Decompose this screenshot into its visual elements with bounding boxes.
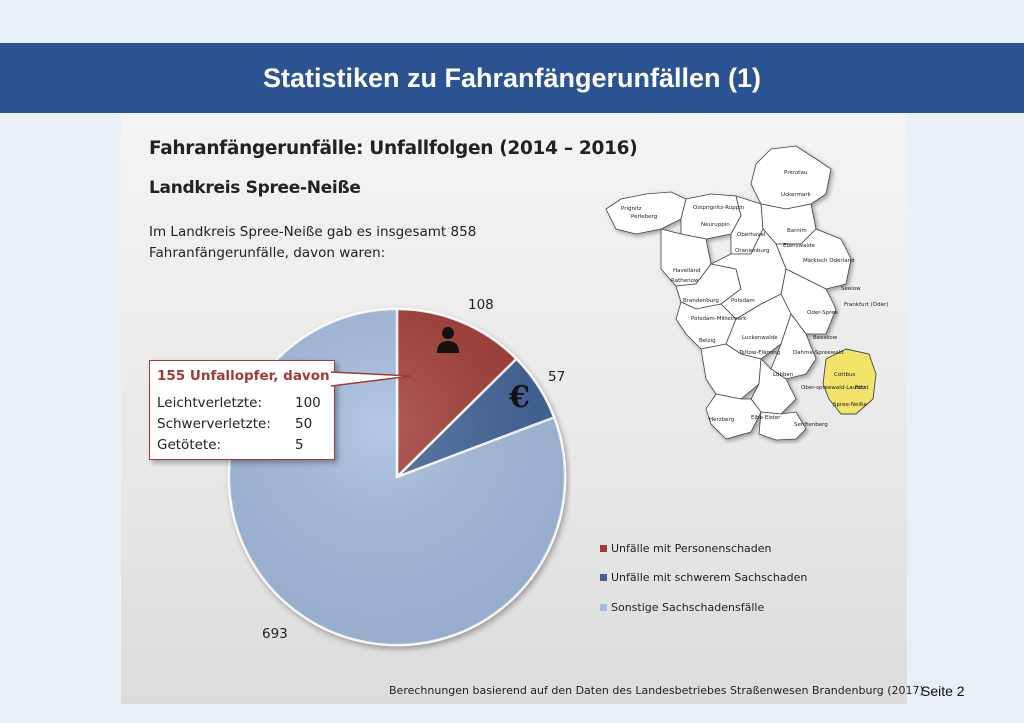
- map-label: Elbe-Elster: [751, 415, 781, 421]
- slice-label-schwerer-sachschaden: 57: [548, 369, 566, 385]
- map-label: Beeskow: [813, 335, 838, 341]
- map-label: Prenzlau: [784, 170, 808, 176]
- map-label: Seelow: [841, 286, 861, 292]
- map-label: Oberhavel: [737, 232, 766, 238]
- map-label: Rathenow: [671, 278, 699, 284]
- map-label: Brandenburg: [683, 298, 719, 304]
- slice-label-sonstige: 693: [262, 626, 288, 642]
- brandenburg-district-map: Prignitz Perleberg Ostprignitz-Ruppin Ne…: [605, 145, 888, 441]
- callout-pointer: [331, 371, 412, 387]
- map-label: Prignitz: [621, 206, 642, 212]
- map-region: [758, 411, 807, 441]
- map-label: Teltow-Fläming: [738, 350, 780, 356]
- map-label: Ostprignitz-Ruppin: [693, 205, 745, 211]
- slice-label-personenschaden: 108: [468, 297, 494, 313]
- callout-row-label: Leichtverletzte:: [157, 395, 263, 411]
- legend-swatch: [600, 545, 607, 552]
- legend-item: Unfälle mit schwerem Sachschaden: [600, 571, 807, 584]
- map-label: Märkisch Oderland: [803, 258, 855, 264]
- callout-row-value: 5: [295, 437, 304, 453]
- page-number: Seite 2: [921, 683, 965, 699]
- callout-row-label: Schwerverletzte:: [157, 416, 271, 432]
- map-label: Oder-Spree: [807, 310, 839, 316]
- map-label: Senftenberg: [794, 422, 828, 428]
- map-region: [709, 228, 787, 320]
- map-region-spree-neisse: [822, 348, 877, 415]
- callout-row-label: Getötete:: [157, 437, 222, 453]
- map-label: Luckenwalde: [742, 335, 778, 341]
- map-label: Potsdam-Mittelmark: [691, 316, 747, 322]
- slide-title: Statistiken zu Fahranfängerunfällen (1): [262, 62, 762, 93]
- legend-swatch: [600, 604, 607, 611]
- map-label: Eberswalde: [783, 243, 815, 249]
- callout-row-value: 50: [295, 416, 313, 432]
- map-label: Neuruppin: [701, 222, 730, 228]
- map-label: Herzberg: [709, 417, 734, 423]
- district-heading: Landkreis Spree-Neiße: [149, 178, 361, 198]
- victims-callout: 155 Unfallopfer, davon Leichtverletzte: …: [149, 360, 335, 460]
- legend-item: Sonstige Sachschadensfälle: [600, 601, 764, 614]
- legend-label: Unfälle mit Personenschaden: [611, 542, 772, 555]
- map-label: Belzig: [699, 338, 716, 344]
- description-text: Im Landkreis Spree-Neiße gab es insgesam…: [149, 224, 477, 261]
- callout-row-value: 100: [295, 395, 321, 411]
- euro-icon: €: [509, 380, 530, 415]
- map-region: [750, 145, 832, 210]
- person-icon: [437, 327, 459, 353]
- callout-title: 155 Unfallopfer, davon: [157, 368, 330, 384]
- map-region: [705, 393, 762, 440]
- map-label: Spree-Neiße: [833, 402, 867, 408]
- map-label: Potsdam: [731, 298, 755, 304]
- legend-swatch: [600, 574, 607, 581]
- map-label: Frankfurt (Oder): [844, 302, 888, 308]
- map-label: Perleberg: [631, 214, 657, 220]
- map-label: Oranienburg: [735, 248, 769, 254]
- content-panel: Fahranfängerunfälle: Unfallfolgen (2014 …: [121, 114, 924, 704]
- legend-label: Unfälle mit schwerem Sachschaden: [611, 571, 808, 584]
- map-label: Lübben: [773, 372, 794, 378]
- map-label: Forst: [855, 385, 869, 391]
- pie-chart: [227, 307, 567, 647]
- map-label: Cottbus: [834, 372, 855, 378]
- map-label: Uckermark: [781, 192, 812, 198]
- map-label: Barnim: [787, 228, 807, 234]
- slide-title-bar: Statistiken zu Fahranfängerunfällen (1): [0, 43, 1024, 113]
- source-note: Berechnungen basierend auf den Daten des…: [389, 684, 924, 697]
- map-label: Ober-spreewald-Lausitz: [801, 385, 866, 391]
- legend-label: Sonstige Sachschadensfälle: [611, 601, 765, 614]
- legend-item: Unfälle mit Personenschaden: [600, 542, 772, 555]
- chart-heading: Fahranfängerunfälle: Unfallfolgen (2014 …: [149, 138, 638, 159]
- map-label: Dahme-Spreewald: [793, 350, 844, 356]
- map-region: [605, 191, 687, 235]
- map-label: Havelland: [673, 268, 701, 274]
